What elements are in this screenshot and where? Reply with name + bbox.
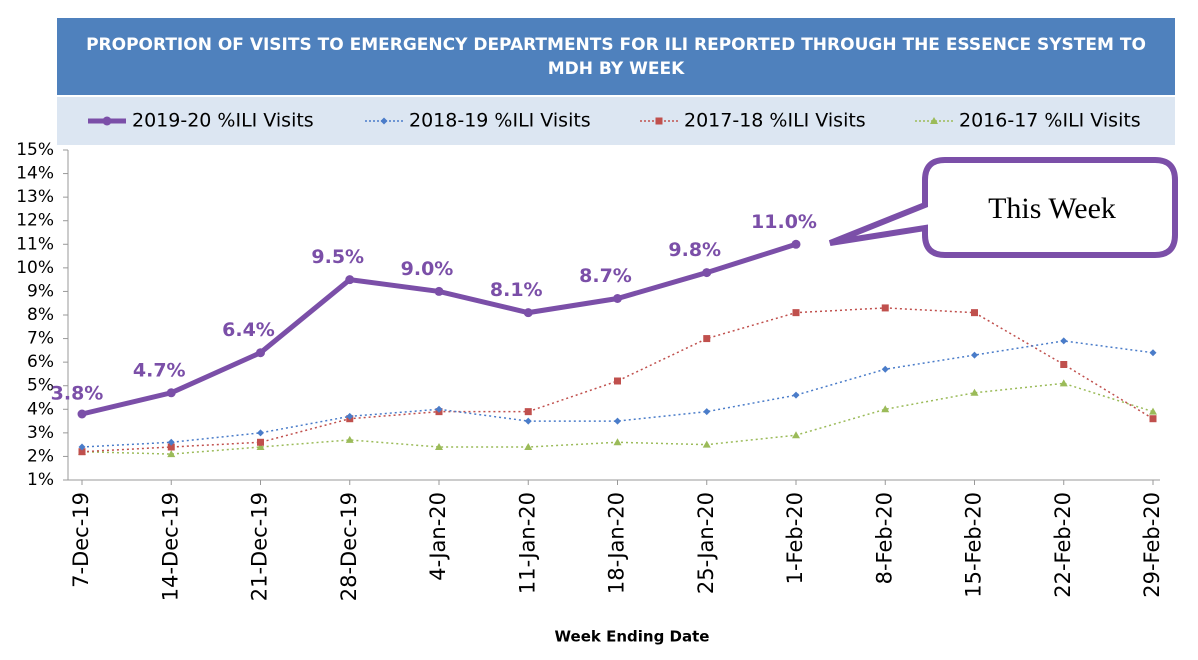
point xyxy=(703,335,711,343)
series-line xyxy=(81,340,1154,448)
legend-label: 2019-20 %ILI Visits xyxy=(132,110,314,132)
point xyxy=(256,443,265,450)
data-label: 4.7% xyxy=(133,359,186,381)
point xyxy=(881,405,890,413)
data-label: 3.8% xyxy=(51,383,104,405)
x-tick-label: 1-Feb-20 xyxy=(783,492,807,584)
point xyxy=(256,348,265,358)
point xyxy=(345,435,354,443)
point xyxy=(77,409,87,419)
point xyxy=(1149,349,1157,357)
x-tick-label: 29-Feb-20 xyxy=(1140,492,1164,598)
point xyxy=(1060,361,1068,368)
chart-title: PROPORTION OF VISITS TO EMERGENCY DEPART… xyxy=(57,18,1175,95)
x-tick-label: 4-Jan-20 xyxy=(426,492,450,581)
annotation: This Week xyxy=(988,192,1116,225)
x-tick-label: 15-Feb-20 xyxy=(962,492,986,598)
point xyxy=(524,417,532,425)
legend-label: 2017-18 %ILI Visits xyxy=(684,110,866,132)
point xyxy=(792,431,800,439)
point xyxy=(702,268,712,278)
point xyxy=(523,308,533,318)
y-tick-label: 3% xyxy=(27,423,54,443)
point xyxy=(792,309,800,317)
y-tick-label: 13% xyxy=(16,187,54,207)
point xyxy=(257,429,264,437)
point xyxy=(970,388,979,396)
point xyxy=(257,438,264,446)
point xyxy=(881,365,889,373)
x-axis-label: Week Ending Date xyxy=(555,628,710,646)
y-tick-label: 12% xyxy=(16,211,54,231)
y-tick-label: 14% xyxy=(16,164,54,184)
point xyxy=(167,438,175,446)
point xyxy=(614,417,621,425)
point xyxy=(524,408,532,416)
data-label: 8.7% xyxy=(579,265,632,287)
point xyxy=(166,388,176,398)
point xyxy=(78,443,86,451)
point xyxy=(435,405,443,413)
y-tick-label: 6% xyxy=(27,352,54,372)
x-tick-label: 7-Dec-19 xyxy=(69,492,93,588)
point xyxy=(167,450,176,458)
x-tick-label: 11-Jan-20 xyxy=(515,492,539,594)
point xyxy=(435,443,443,450)
legend-background xyxy=(57,97,1175,145)
point xyxy=(1149,407,1157,415)
point xyxy=(524,443,533,450)
legend-marker xyxy=(930,117,938,124)
x-tick-label: 21-Dec-19 xyxy=(248,492,272,601)
y-tick-label: 5% xyxy=(27,376,54,396)
legend-marker xyxy=(655,117,663,125)
data-label: 11.0% xyxy=(751,211,817,233)
data-label: 9.0% xyxy=(401,258,454,280)
y-tick-label: 15% xyxy=(16,140,54,160)
x-tick-label: 25-Jan-20 xyxy=(694,492,718,594)
y-tick-label: 10% xyxy=(16,258,54,278)
y-tick-label: 9% xyxy=(27,281,54,301)
point xyxy=(345,275,355,285)
point xyxy=(78,448,86,456)
point xyxy=(702,440,711,448)
data-label: 6.4% xyxy=(222,319,275,341)
point xyxy=(1060,337,1068,345)
legend-label: 2016-17 %ILI Visits xyxy=(959,110,1141,132)
point xyxy=(613,438,622,446)
x-tick-label: 8-Feb-20 xyxy=(872,492,896,584)
y-tick-label: 8% xyxy=(27,305,54,325)
y-tick-label: 4% xyxy=(27,399,54,419)
callout xyxy=(828,157,1178,258)
point xyxy=(791,239,801,249)
point xyxy=(613,294,622,303)
point xyxy=(434,286,444,296)
point xyxy=(971,309,978,317)
legend-marker xyxy=(380,117,388,125)
point xyxy=(1149,415,1157,423)
point xyxy=(167,443,175,451)
y-tick-label: 11% xyxy=(16,234,54,254)
point xyxy=(881,304,889,312)
point xyxy=(703,408,711,416)
x-tick-label: 14-Dec-19 xyxy=(158,492,182,601)
legend-marker xyxy=(102,116,112,126)
point xyxy=(346,412,354,420)
y-tick-label: 1% xyxy=(27,470,54,490)
point xyxy=(792,391,800,399)
legend-label: 2018-19 %ILI Visits xyxy=(409,110,591,132)
x-tick-label: 22-Feb-20 xyxy=(1051,492,1075,598)
point xyxy=(971,351,978,359)
point xyxy=(1059,379,1068,387)
x-tick-label: 18-Jan-20 xyxy=(605,492,629,594)
data-label: 8.1% xyxy=(490,279,543,301)
y-tick-label: 7% xyxy=(27,329,54,349)
data-label: 9.8% xyxy=(668,239,721,261)
x-tick-label: 28-Dec-19 xyxy=(337,492,361,601)
point xyxy=(614,377,621,385)
data-label: 9.5% xyxy=(311,246,364,268)
y-tick-label: 2% xyxy=(27,446,54,466)
